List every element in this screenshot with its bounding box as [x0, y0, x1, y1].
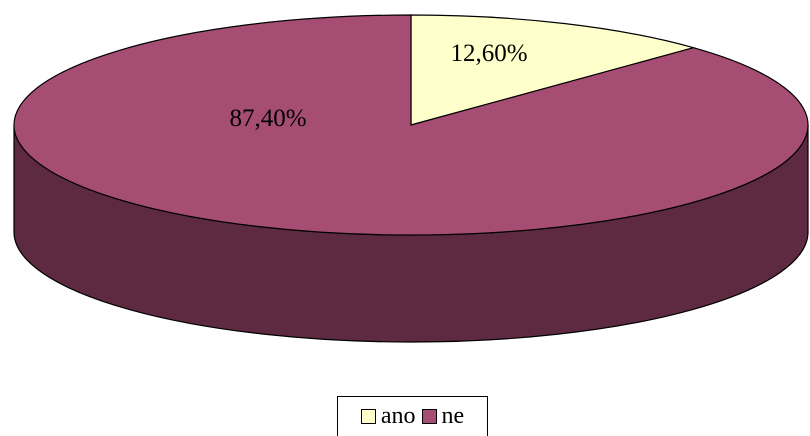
legend-item-ne: ne	[422, 403, 465, 430]
legend-swatch-ano	[361, 409, 376, 424]
data-label-ne: 87,40%	[229, 105, 306, 132]
legend-item-ano: ano	[361, 403, 416, 430]
legend-swatch-ne	[422, 409, 437, 424]
pie-top-face	[14, 15, 808, 235]
data-label-ano: 12,60%	[450, 40, 527, 67]
legend-label-ne: ne	[442, 403, 465, 430]
legend-label-ano: ano	[381, 403, 416, 430]
chart-legend: ano ne	[337, 396, 488, 436]
